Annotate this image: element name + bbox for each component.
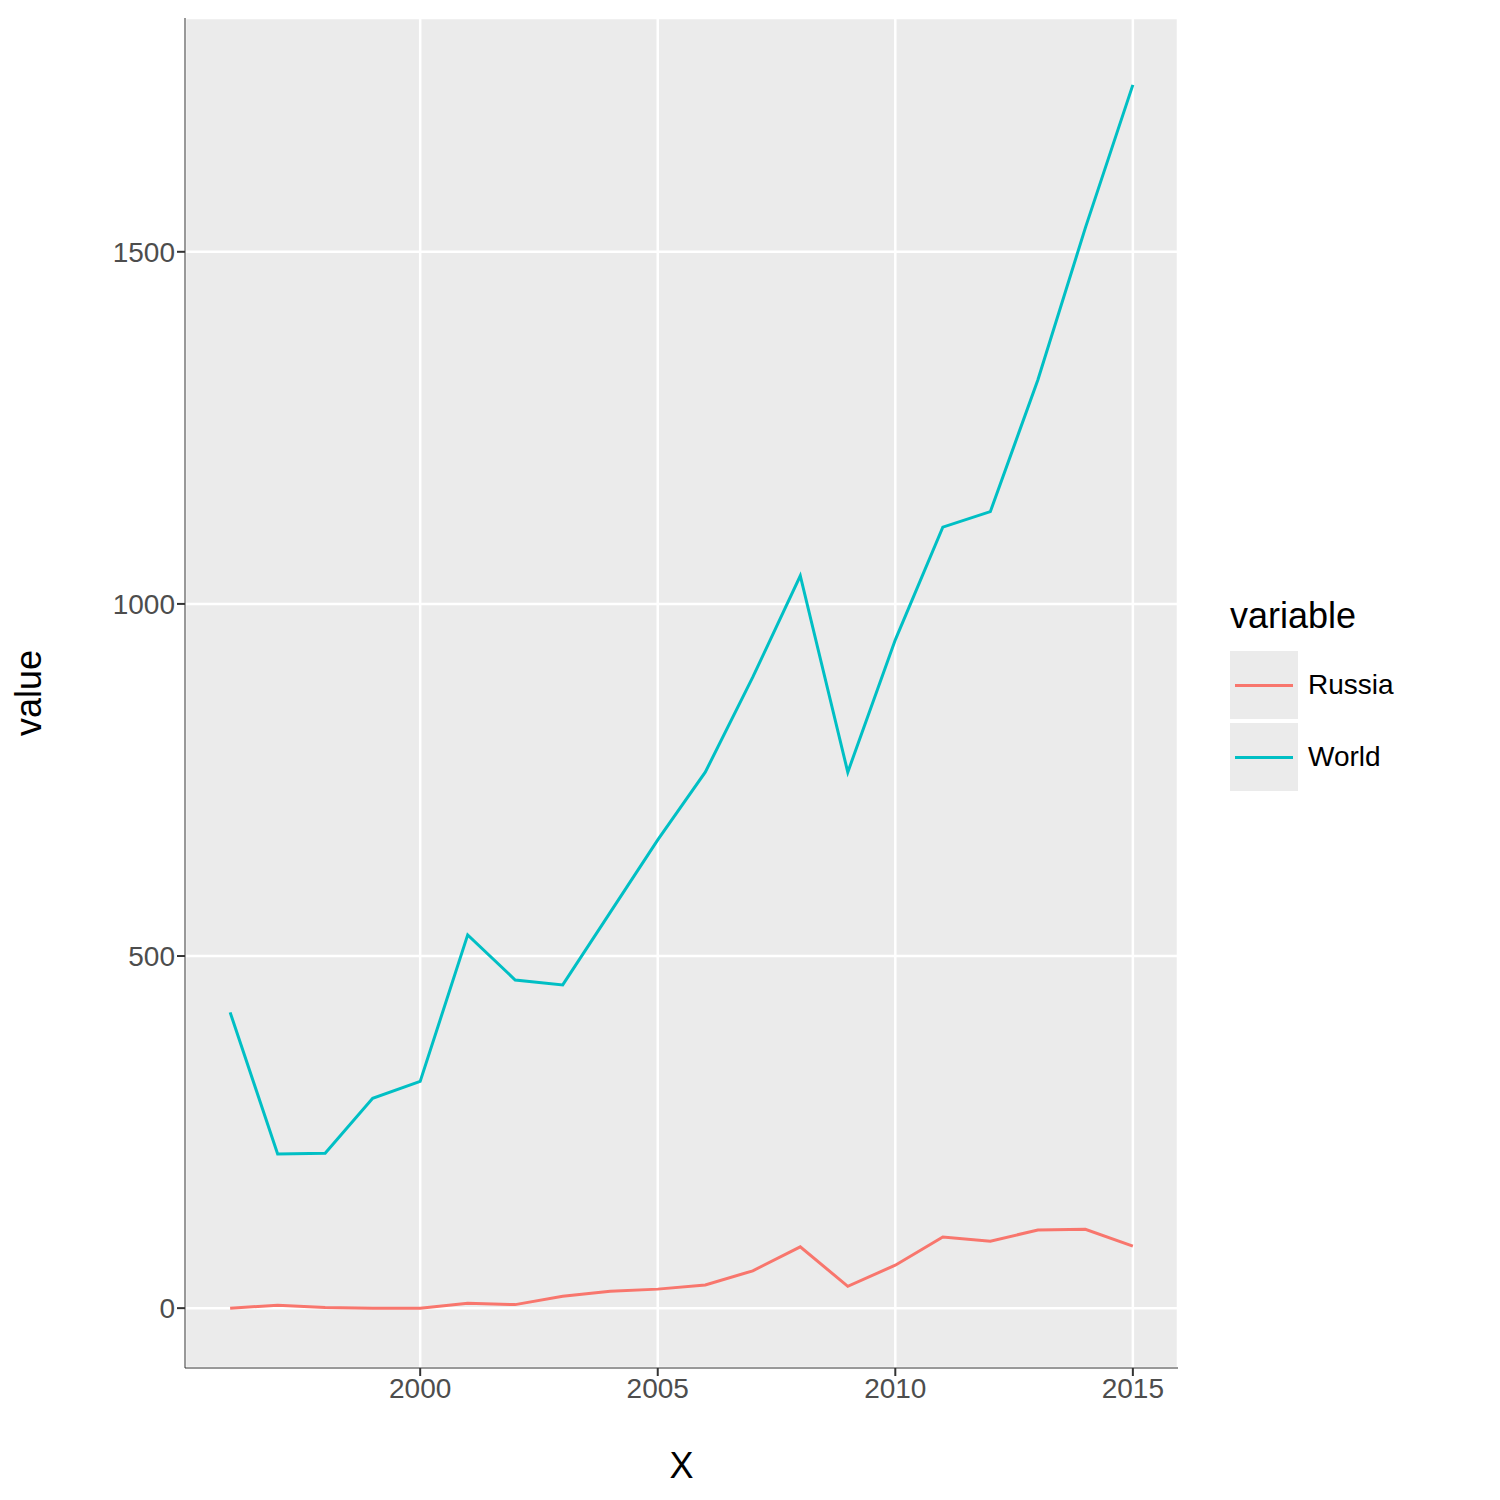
svg-text:1000: 1000	[113, 589, 175, 620]
html-text:World: World	[1308, 741, 1381, 772]
svg-text:500: 500	[128, 941, 175, 972]
svg-text:2015: 2015	[1102, 1373, 1164, 1404]
svg-text:1500: 1500	[113, 237, 175, 268]
svg-text:X: X	[669, 1445, 693, 1486]
html-text:variable: variable	[1230, 595, 1357, 636]
html-text:Russia: Russia	[1308, 669, 1394, 700]
svg-text:2010: 2010	[864, 1373, 926, 1404]
svg-text:value: value	[8, 650, 49, 736]
svg-text:2005: 2005	[627, 1373, 689, 1404]
svg-text:0: 0	[159, 1293, 175, 1324]
svg-text:2000: 2000	[389, 1373, 451, 1404]
